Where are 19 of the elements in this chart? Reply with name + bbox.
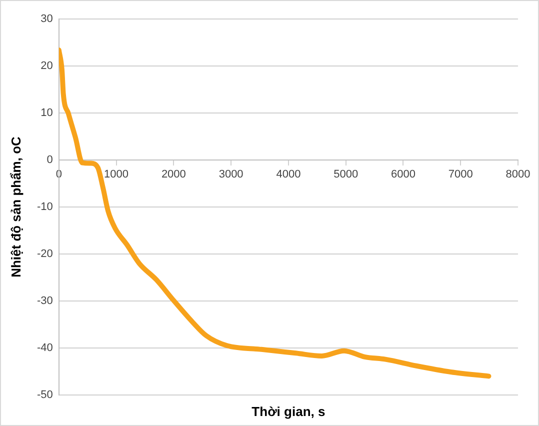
- y-tick-label: -10: [36, 201, 53, 214]
- x-tick-label: 8000: [506, 168, 530, 181]
- y-axis-title: Nhiệt độ sản phẩm, oC: [8, 136, 24, 278]
- y-tick-label: 20: [40, 60, 53, 72]
- y-tick-label: -40: [36, 342, 53, 354]
- x-tick-label: 3000: [218, 168, 244, 181]
- x-tick-label: 6000: [390, 168, 416, 181]
- x-tick-label: 5000: [334, 168, 358, 181]
- y-tick-label: -20: [36, 248, 53, 260]
- x-tick-label: 1000: [104, 168, 129, 181]
- y-tick-label: 10: [40, 107, 53, 120]
- x-tick-label: 2000: [161, 168, 186, 181]
- y-tick-label: -30: [36, 295, 53, 308]
- y-tick-label: 30: [40, 13, 53, 26]
- y-tick-label: -50: [36, 389, 53, 402]
- x-tick-label: 4000: [276, 168, 301, 181]
- x-tick-label: 7000: [448, 168, 473, 181]
- y-tick-label: 0: [46, 154, 53, 166]
- x-axis-title: Thời gian, s: [252, 404, 326, 420]
